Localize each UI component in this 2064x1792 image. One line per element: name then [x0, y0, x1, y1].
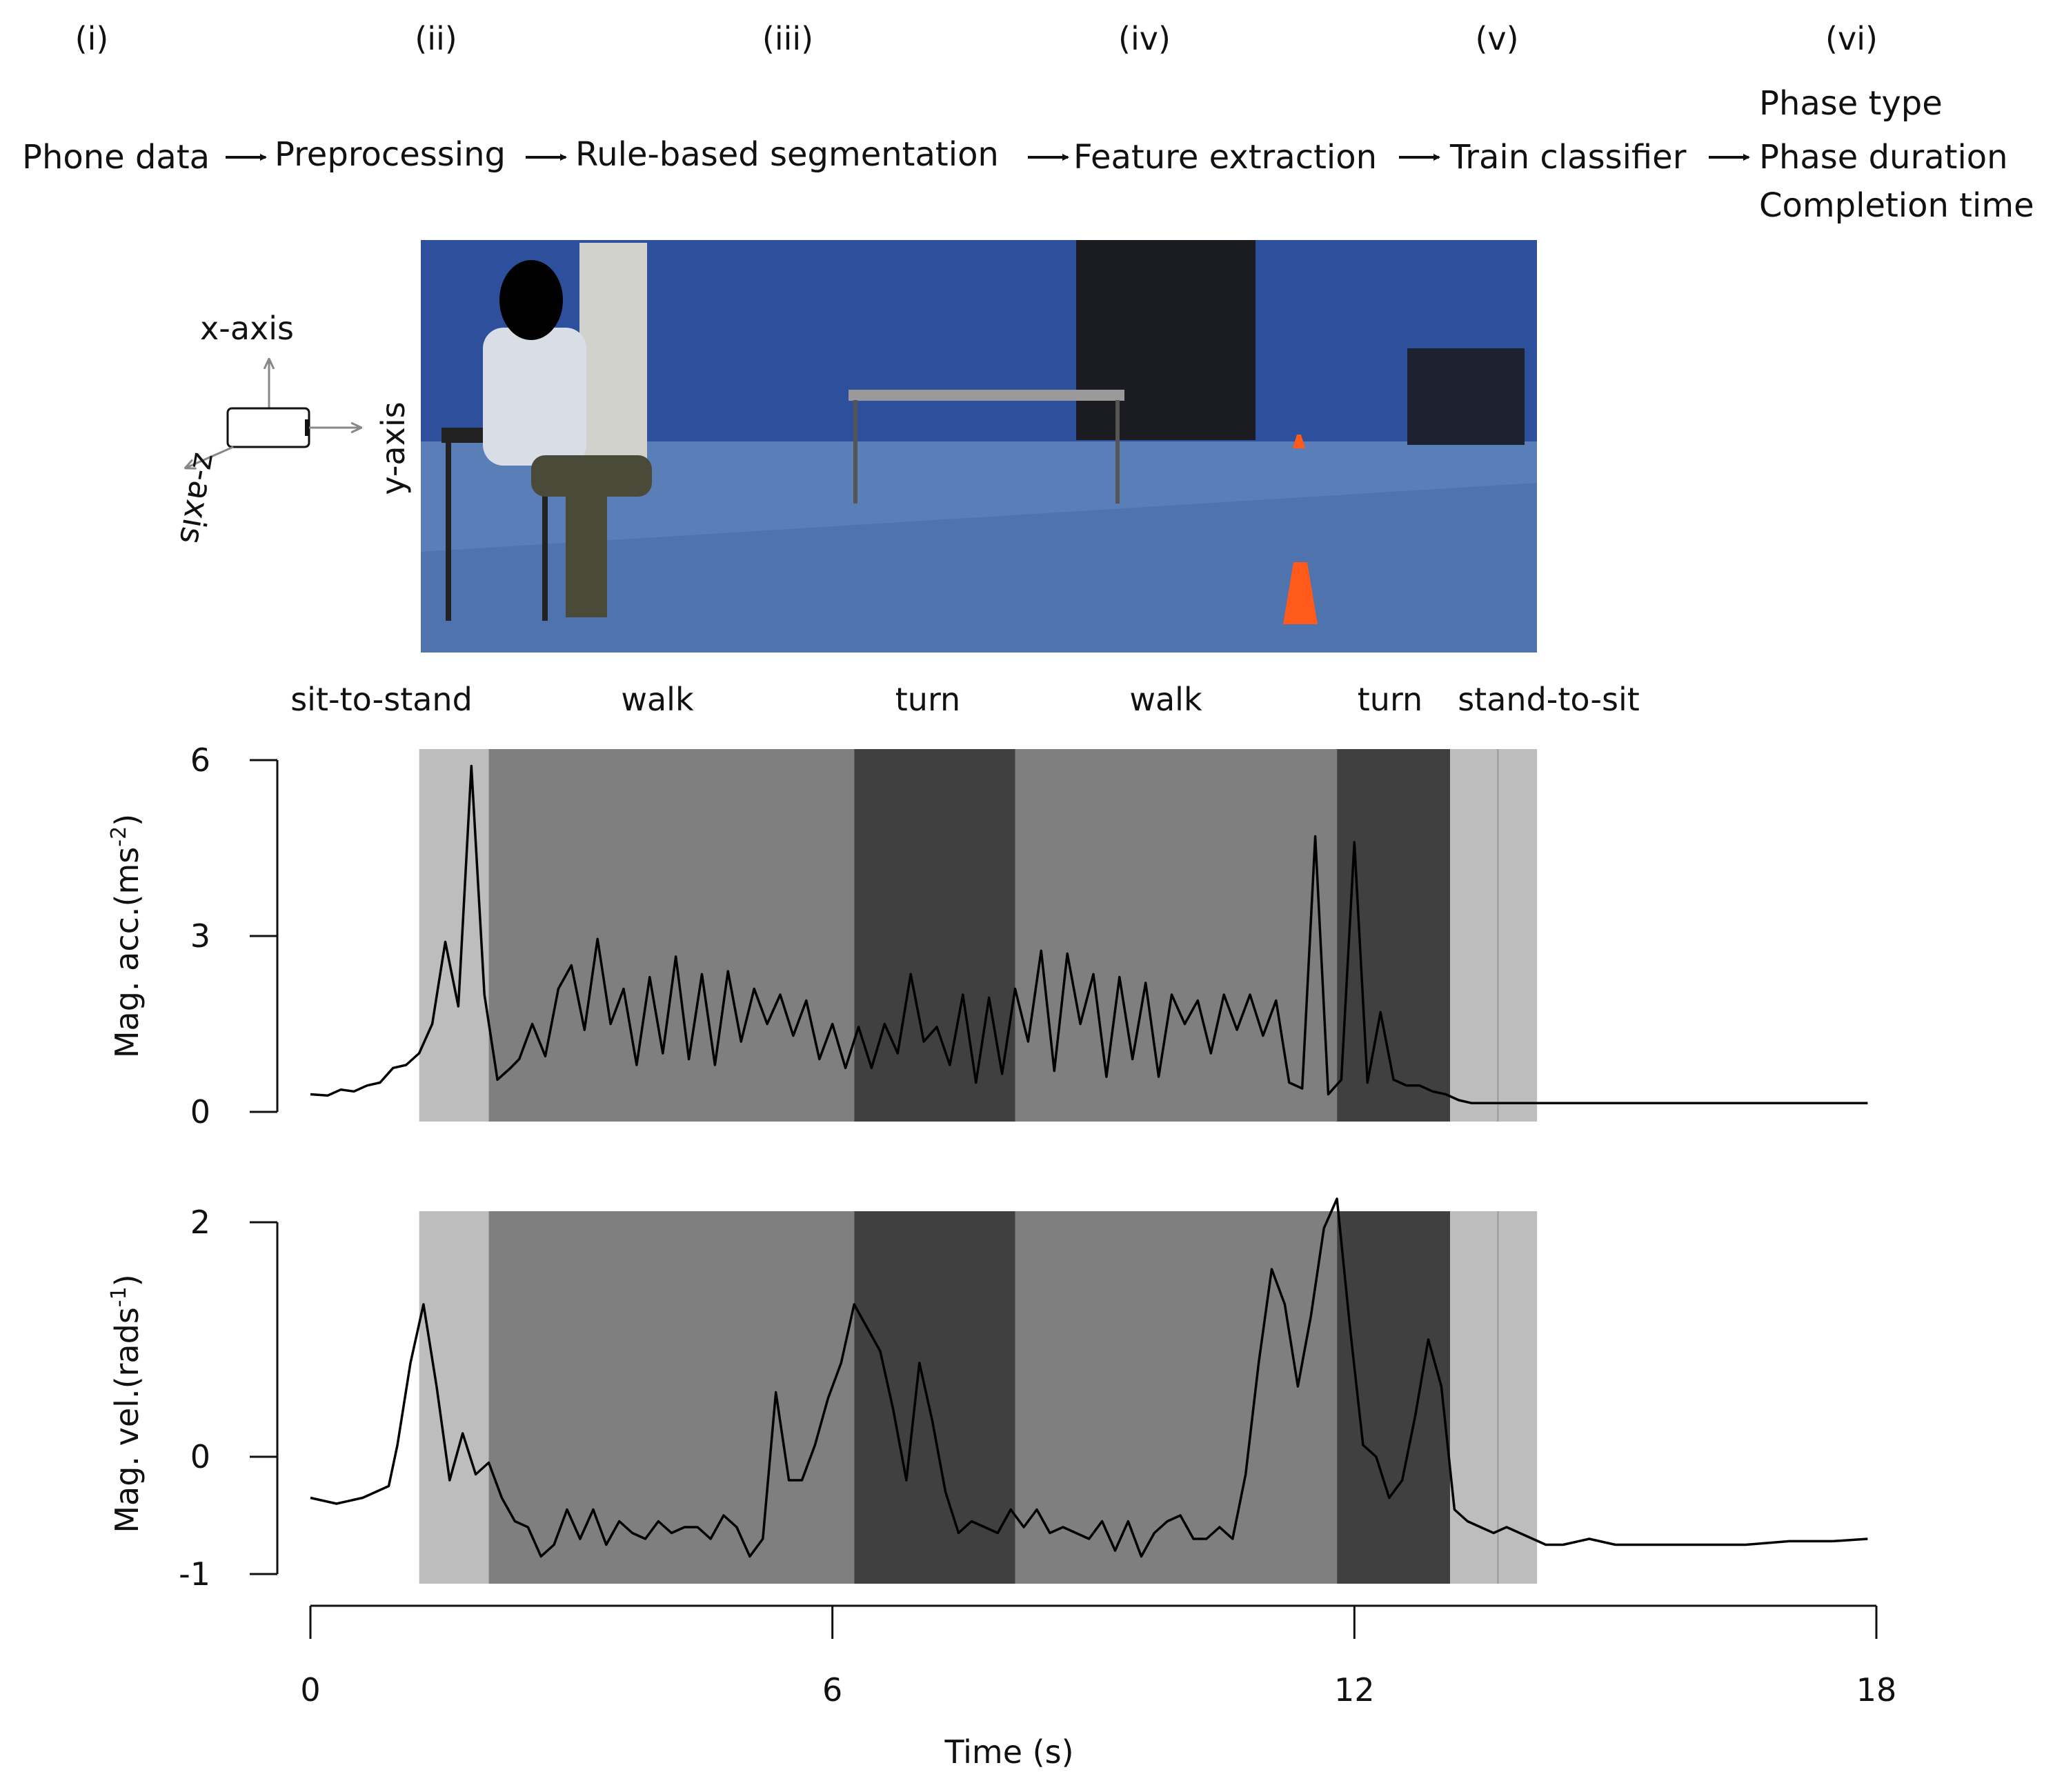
x-tick-label: 12 — [1334, 1671, 1375, 1709]
phase-band — [1337, 1211, 1451, 1584]
y-tick-label: -1 — [179, 1555, 210, 1593]
step-number-4: (iv) — [1118, 20, 1171, 57]
phase-band — [854, 1211, 1015, 1584]
y-axis-label-superscript: -2 — [107, 826, 131, 847]
y-tick-label: 3 — [190, 917, 210, 955]
phase-label-sit-to-stand: sit-to-stand — [290, 681, 473, 718]
step-number-3: (iii) — [762, 20, 813, 57]
phase-band — [1015, 1211, 1338, 1584]
x-tick-label: 0 — [300, 1671, 320, 1709]
phase-label-turn-2: turn — [1358, 681, 1422, 718]
y-axis-label-text: Mag. acc.(ms — [108, 847, 146, 1058]
phase-band — [419, 749, 489, 1122]
photo-floor-band — [421, 483, 1537, 653]
output-phase-type: Phase type — [1759, 84, 1943, 123]
step-label-segmentation: Rule-based segmentation — [575, 135, 999, 174]
phase-band — [1450, 1211, 1538, 1584]
step-label-phone-data: Phone data — [22, 138, 210, 177]
x-axis-title: Time (s) — [944, 1733, 1073, 1771]
phase-band — [419, 1211, 489, 1584]
person-torso — [483, 328, 586, 466]
phone-icon — [226, 407, 310, 448]
person-shins — [566, 483, 607, 617]
y-axis-label-text: Mag. vel.(rads — [108, 1307, 146, 1533]
step-label-feature-extraction: Feature extraction — [1073, 138, 1377, 177]
photo-door — [579, 243, 647, 470]
photo-curtain — [1076, 240, 1256, 440]
photo-mat — [1407, 348, 1525, 445]
phase-band — [1337, 749, 1451, 1122]
step-number-6: (vi) — [1825, 20, 1878, 57]
lab-photo — [421, 240, 1537, 653]
step-label-train-classifier: Train classifier — [1449, 138, 1687, 177]
z-axis-label: z-axis — [172, 450, 225, 547]
x-tick-label: 18 — [1856, 1671, 1897, 1709]
y-axis-label-superscript: -1 — [107, 1286, 131, 1307]
phase-band — [854, 749, 1015, 1122]
phase-label-stand-to-sit: stand-to-sit — [1458, 681, 1640, 718]
y-axis-label: y-axis — [375, 401, 412, 495]
y-tick-label: 0 — [190, 1438, 210, 1475]
step-number-5: (v) — [1475, 20, 1518, 57]
cone-near-icon — [1283, 562, 1318, 624]
step-label-preprocessing: Preprocessing — [275, 135, 506, 174]
phase-band — [488, 749, 855, 1122]
acceleration-line — [310, 764, 1868, 1105]
y-tick-label: 6 — [190, 741, 210, 779]
output-completion-time: Completion time — [1759, 186, 2034, 225]
x-axis-label: x-axis — [200, 310, 294, 347]
person-legs — [531, 455, 652, 497]
x-tick-label: 6 — [822, 1671, 842, 1709]
phase-label-walk-2: walk — [1129, 681, 1202, 718]
y-axis-label: Mag. vel.(rads-1) — [107, 1274, 146, 1533]
phone-axes-diagram: x-axis y-axis z-axis — [172, 310, 412, 547]
output-phase-duration: Phase duration — [1759, 138, 2008, 177]
pipeline: (i) (ii) (iii) (iv) (v) (vi) Phone data … — [22, 20, 2034, 225]
person-face-mask — [499, 260, 563, 340]
phase-label-walk-1: walk — [621, 681, 694, 718]
step-number-2: (ii) — [415, 20, 457, 57]
angular-velocity-line — [310, 1197, 1868, 1558]
y-tick-label: 2 — [190, 1204, 210, 1241]
y-axis-label-close: ) — [108, 814, 146, 826]
photo-desk — [849, 390, 1124, 401]
phase-band — [1450, 749, 1538, 1122]
y-axis-label: Mag. acc.(ms-2) — [107, 814, 146, 1058]
z-axis-arrow-icon — [186, 446, 234, 468]
y-tick-label: 0 — [190, 1093, 210, 1131]
phase-band — [1015, 749, 1338, 1122]
step-number-1: (i) — [75, 20, 109, 57]
time-axis: 0 6 12 18 — [300, 1604, 1897, 1709]
acceleration-panel: 0 3 6 Mag. acc.(ms-2) — [107, 741, 1868, 1131]
phase-band — [488, 1211, 855, 1584]
phase-labels: sit-to-stand walk turn walk turn stand-t… — [290, 681, 1640, 718]
cone-far-icon — [1293, 435, 1305, 448]
y-axis-label-close: ) — [108, 1274, 146, 1286]
phase-label-turn-1: turn — [895, 681, 960, 718]
